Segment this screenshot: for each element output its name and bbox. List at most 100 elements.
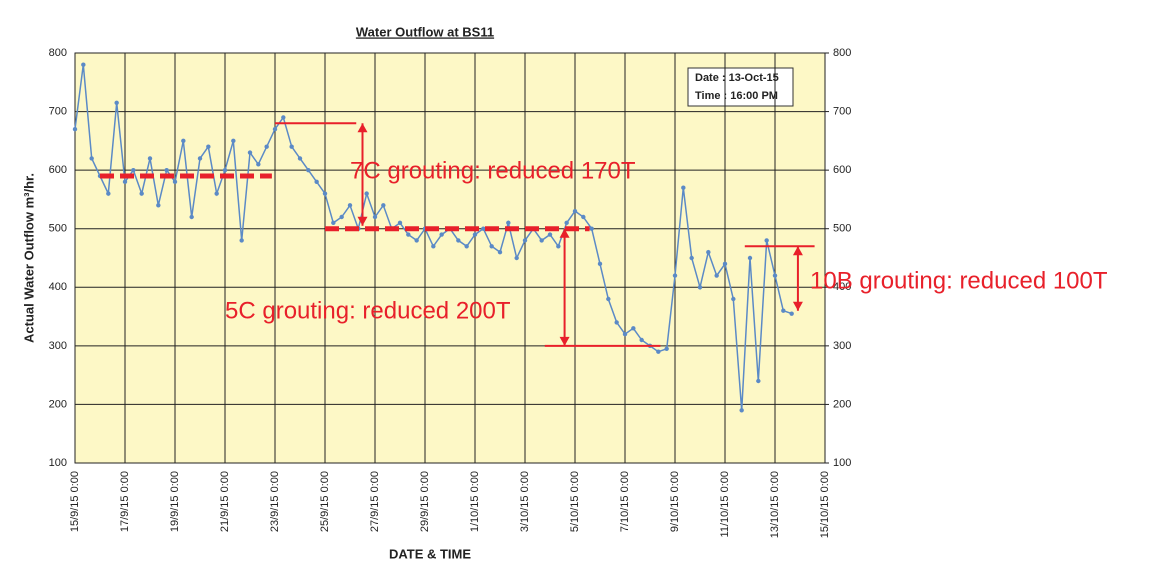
y2-tick-label: 100	[833, 457, 851, 469]
data-point	[431, 244, 436, 249]
data-point	[631, 326, 636, 331]
data-point	[289, 144, 294, 149]
data-point	[122, 179, 128, 185]
data-point	[331, 220, 336, 226]
x-tick-label: 17/9/15 0:00	[119, 471, 131, 532]
y2-tick-label: 300	[833, 340, 851, 352]
data-point	[522, 238, 528, 243]
annotation-text: 5C grouting: reduced 200T	[225, 297, 511, 324]
data-point	[131, 167, 136, 173]
y-tick-label: 500	[49, 223, 67, 235]
data-point	[472, 232, 478, 237]
data-point	[772, 273, 778, 278]
data-point	[106, 191, 111, 196]
data-point	[622, 331, 628, 337]
data-point	[714, 273, 719, 278]
data-point	[322, 191, 328, 196]
data-point	[214, 191, 219, 196]
y-tick-label: 600	[49, 164, 67, 176]
data-point	[147, 156, 153, 161]
data-point	[514, 255, 519, 261]
data-point	[689, 255, 694, 261]
data-point	[272, 126, 278, 132]
data-point	[506, 220, 511, 226]
data-point	[114, 100, 119, 105]
x-axis-label: DATE & TIME	[389, 546, 471, 561]
data-point	[222, 167, 228, 173]
arrow-head	[357, 216, 368, 226]
data-point	[464, 244, 469, 249]
y2-tick-label: 200	[833, 398, 851, 410]
arrow-head	[559, 228, 570, 238]
data-point	[606, 296, 611, 302]
info-date: Date : 13-Oct-15	[695, 72, 779, 84]
data-point	[172, 179, 178, 185]
data-point	[756, 378, 761, 384]
data-point	[281, 115, 286, 120]
data-point	[231, 138, 236, 144]
data-point	[639, 337, 644, 343]
x-tick-label: 11/10/15 0:00	[719, 471, 731, 537]
data-point	[739, 408, 744, 413]
data-point	[439, 232, 444, 237]
data-point	[206, 144, 211, 149]
data-point	[489, 244, 494, 249]
data-point	[656, 349, 661, 354]
y-tick-label: 200	[49, 398, 67, 410]
x-tick-label: 21/9/15 0:00	[219, 471, 231, 532]
data-point	[722, 261, 728, 267]
x-tick-label: 5/10/15 0:00	[569, 471, 581, 532]
arrow-head	[357, 123, 368, 133]
data-point	[414, 238, 419, 243]
data-point	[164, 167, 169, 173]
x-tick-label: 9/10/15 0:00	[669, 471, 681, 532]
x-tick-label: 19/9/15 0:00	[169, 471, 181, 532]
x-tick-label: 3/10/15 0:00	[519, 471, 531, 532]
data-point	[664, 346, 669, 351]
y-tick-label: 300	[49, 340, 67, 352]
data-point	[672, 273, 678, 278]
data-point	[564, 220, 569, 226]
data-point	[181, 138, 186, 144]
data-point	[706, 249, 711, 255]
data-point	[156, 203, 161, 208]
y2-tick-label: 500	[833, 223, 851, 235]
x-tick-label: 27/9/15 0:00	[369, 471, 381, 532]
data-point	[572, 208, 578, 214]
data-point	[697, 285, 703, 290]
data-point	[681, 185, 686, 190]
x-tick-label: 15/9/15 0:00	[69, 471, 81, 532]
data-point	[556, 244, 561, 249]
y2-tick-label: 800	[833, 47, 851, 59]
plot-area	[74, 52, 826, 464]
data-point	[189, 214, 194, 220]
data-point	[764, 238, 769, 243]
data-point	[239, 238, 244, 243]
data-point	[397, 220, 403, 226]
data-point	[781, 308, 786, 313]
data-point	[539, 238, 544, 243]
x-tick-label: 7/10/15 0:00	[619, 471, 631, 532]
data-point	[297, 156, 303, 161]
y2-tick-label: 700	[833, 105, 851, 117]
data-point	[456, 238, 461, 243]
y2-tick-label: 400	[833, 281, 851, 293]
annotation-text: 10B grouting: reduced 100T	[810, 267, 1108, 294]
chart-title: Water Outflow at BS11	[356, 24, 494, 39]
data-point	[364, 191, 369, 196]
data-point	[747, 255, 753, 261]
data-point	[264, 144, 269, 149]
data-point	[247, 150, 253, 155]
data-point	[381, 203, 386, 208]
data-point	[347, 203, 353, 208]
data-point	[81, 62, 86, 67]
data-point	[372, 214, 378, 220]
data-point	[481, 226, 486, 231]
data-point	[339, 214, 344, 220]
y-tick-label: 700	[49, 105, 67, 117]
annotation-text: 7C grouting: reduced 170T	[350, 157, 636, 184]
y-tick-label: 800	[49, 47, 67, 59]
x-tick-label: 13/10/15 0:00	[769, 471, 781, 538]
data-point	[197, 156, 203, 161]
